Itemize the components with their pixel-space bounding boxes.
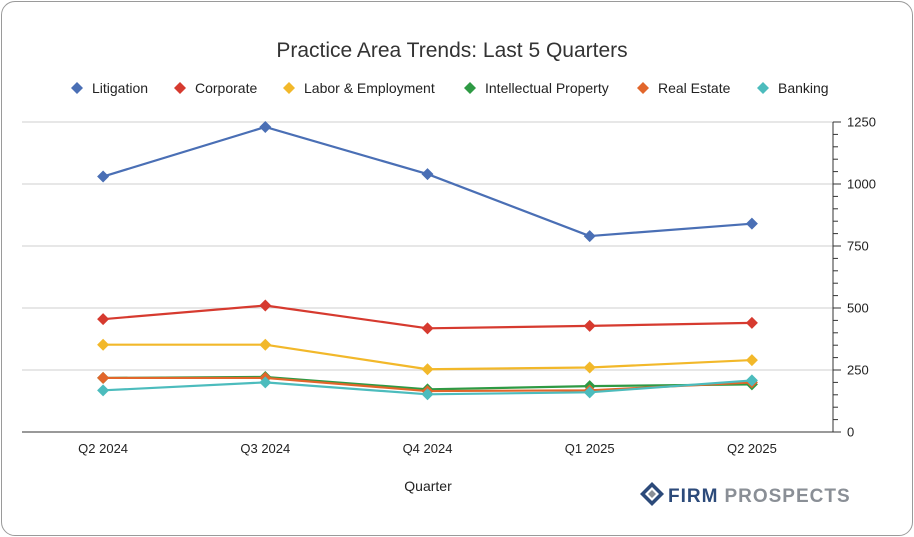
legend-marker	[71, 82, 83, 94]
legend-marker	[637, 82, 649, 94]
data-point-banking	[745, 374, 758, 387]
data-point-corporate	[421, 322, 434, 335]
series-corporate	[97, 299, 758, 335]
brand-name-prospects: PROSPECTS	[724, 486, 850, 507]
data-point-litigation	[259, 120, 272, 133]
data-point-litigation	[97, 170, 110, 183]
legend-marker	[283, 82, 295, 94]
x-tick-label: Q2 2025	[727, 441, 777, 456]
y-tick-label: 1000	[847, 177, 876, 192]
data-point-labor-employment	[583, 361, 596, 374]
legend-item-banking: Banking	[757, 80, 829, 96]
legend: Litigation Corporate Labor & Employment Int…	[71, 80, 829, 96]
brand-name-firm: FIRM	[668, 486, 718, 507]
y-tick-label: 250	[847, 363, 869, 378]
brand-logo: FIRM PROSPECTS	[640, 482, 851, 507]
y-tick-label: 1250	[847, 115, 876, 130]
data-point-labor-employment	[259, 338, 272, 351]
legend-label: Banking	[778, 80, 829, 96]
x-tick-label: Q2 2024	[78, 441, 128, 456]
y-tick-label: 500	[847, 301, 869, 316]
gridlines	[22, 121, 833, 371]
series-line-litigation	[102, 125, 752, 238]
data-point-corporate	[259, 299, 272, 312]
data-point-litigation	[583, 230, 596, 243]
legend-label: Labor & Employment	[304, 80, 435, 96]
legend-label: Intellectual Property	[485, 80, 609, 96]
data-point-banking	[97, 384, 110, 397]
series-litigation	[97, 120, 758, 243]
data-point-labor-employment	[421, 363, 434, 376]
legend-marker	[757, 82, 769, 94]
legend-item-intellectual-property: Intellectual Property	[464, 80, 609, 96]
data-point-corporate	[745, 316, 758, 329]
x-axis-label: Quarter	[404, 478, 452, 494]
data-point-labor-employment	[745, 354, 758, 367]
data-point-corporate	[97, 313, 110, 326]
data-point-real-estate	[97, 371, 110, 384]
data-point-litigation	[421, 168, 434, 181]
axes: 0 250 500 750 1000 1250 Q2 2024 Q3 2024 Q4 2024 Q…	[22, 115, 876, 456]
x-tick-label: Q4 2024	[403, 441, 453, 456]
series-banking	[97, 374, 758, 401]
data-point-litigation	[745, 217, 758, 230]
data-point-banking	[259, 376, 272, 389]
firm-prospects-logo-icon	[640, 482, 664, 506]
legend-label: Real Estate	[658, 80, 731, 96]
series-labor-employment	[97, 338, 758, 376]
x-tick-label: Q1 2025	[565, 441, 615, 456]
y-tick-label: 0	[847, 425, 854, 440]
legend-item-litigation: Litigation	[71, 80, 148, 96]
legend-label: Litigation	[92, 80, 148, 96]
data-point-corporate	[583, 319, 596, 332]
data-point-labor-employment	[97, 338, 110, 351]
data-point-banking	[421, 388, 434, 401]
y-tick-label: 750	[847, 239, 869, 254]
chart-title: Practice Area Trends: Last 5 Quarters	[276, 39, 627, 62]
legend-item-real-estate: Real Estate	[637, 80, 731, 96]
legend-item-labor-employment: Labor & Employment	[283, 80, 435, 96]
series-layer	[97, 120, 758, 401]
legend-marker	[464, 82, 476, 94]
legend-item-corporate: Corporate	[174, 80, 257, 96]
legend-marker	[174, 82, 186, 94]
x-tick-label: Q3 2024	[240, 441, 290, 456]
data-point-banking	[583, 386, 596, 399]
legend-label: Corporate	[195, 80, 257, 96]
